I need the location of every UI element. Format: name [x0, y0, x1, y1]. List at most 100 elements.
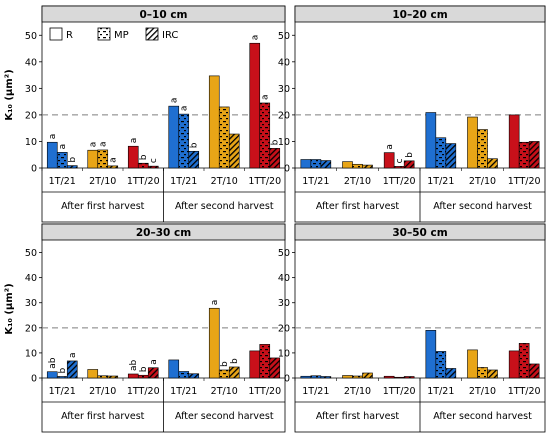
bar-pattern — [148, 166, 159, 168]
significance-letter: a — [149, 359, 159, 365]
bar-pattern — [107, 165, 118, 168]
bar-pattern — [362, 372, 373, 378]
bar-pattern — [229, 366, 240, 378]
y-tick-label: 50 — [278, 248, 290, 259]
significance-letter: a — [109, 157, 119, 163]
y-axis-label: K₁₀ (µm²) — [4, 69, 15, 120]
harvest-label: After first harvest — [316, 411, 400, 422]
bar-pattern — [107, 375, 118, 378]
significance-letter: b — [405, 152, 415, 158]
bar-pattern — [138, 375, 149, 378]
x-tick-label: 1TT/20 — [383, 386, 416, 397]
y-tick-label: 30 — [25, 298, 37, 309]
x-tick-label: 1T/21 — [170, 176, 197, 187]
significance-letter: b — [190, 142, 200, 148]
bar-pattern — [320, 160, 331, 168]
bar-pattern — [435, 351, 446, 378]
bar — [127, 145, 139, 169]
significance-letter: ab — [129, 359, 139, 371]
significance-letter: a — [99, 141, 109, 147]
y-tick-label: 40 — [278, 273, 290, 284]
bar — [300, 159, 312, 169]
panel-1: 10–20 cm 0 10 20 30 40 50 After first harvest 1T… — [278, 5, 546, 223]
bar-pattern — [219, 106, 230, 168]
bar-pattern — [269, 357, 280, 378]
panel-header — [41, 5, 286, 23]
significance-letter: b — [139, 154, 149, 160]
bar — [300, 375, 312, 379]
bar-pattern — [148, 367, 159, 378]
bar — [208, 75, 220, 169]
panel-header — [294, 5, 546, 23]
bar — [342, 161, 353, 169]
y-tick-label: 40 — [278, 57, 290, 68]
x-tick-label: 1T/21 — [49, 386, 76, 397]
y-tick-label: 0 — [284, 374, 290, 385]
bar-pattern — [67, 165, 78, 168]
bar — [249, 42, 261, 169]
bar — [249, 350, 261, 379]
x-tick-label: 1T/21 — [302, 386, 329, 397]
significance-letter: b — [271, 139, 281, 145]
panel-title: 0–10 cm — [140, 9, 188, 21]
bar-pattern — [67, 360, 78, 378]
x-tick-label: 1TT/20 — [383, 176, 416, 187]
bar — [383, 375, 395, 379]
bar — [425, 330, 437, 379]
y-tick-label: 0 — [31, 164, 37, 175]
x-tick-label: 2T/10 — [344, 386, 371, 397]
bar-pattern — [519, 142, 530, 168]
y-tick-label: 20 — [25, 110, 37, 121]
panel-2: 20–30 cm 0 10 20 30 40 50 K₁₀ (µm²) After first … — [4, 223, 286, 433]
bar — [208, 307, 220, 379]
bar-pattern — [259, 344, 270, 378]
significance-letter: a — [58, 144, 68, 150]
legend-label: R — [66, 30, 73, 41]
harvest-label: After first harvest — [316, 201, 400, 212]
x-tick-label: 2T/10 — [211, 386, 238, 397]
x-tick-label: 1TT/20 — [127, 386, 160, 397]
panel-title: 10–20 cm — [392, 9, 447, 21]
y-tick-label: 0 — [31, 374, 37, 385]
y-tick-label: 10 — [278, 348, 290, 359]
bar — [342, 375, 353, 379]
bar — [87, 149, 99, 169]
harvest-label: After first harvest — [61, 201, 145, 212]
bar-pattern — [269, 148, 280, 168]
y-tick-label: 10 — [25, 137, 37, 148]
significance-letter: c — [395, 158, 405, 163]
bar-pattern — [320, 376, 331, 378]
bar-pattern — [219, 369, 230, 378]
bar-pattern — [188, 373, 199, 378]
bar — [46, 141, 58, 169]
bar-pattern — [310, 159, 321, 168]
legend-label: MP — [114, 30, 129, 41]
bar — [46, 371, 58, 379]
significance-letter: c — [149, 158, 159, 163]
bar-pattern — [404, 376, 415, 378]
x-tick-label: 1TT/20 — [508, 386, 541, 397]
bar-pattern — [394, 377, 405, 378]
y-tick-label: 40 — [25, 57, 37, 68]
y-axis-label: K₁₀ (µm²) — [4, 283, 15, 334]
bar-pattern — [519, 343, 530, 378]
bar-pattern — [229, 134, 240, 168]
legend-swatch-pattern — [146, 28, 158, 40]
significance-letter: a — [89, 142, 99, 148]
significance-letter: a — [210, 300, 220, 306]
significance-letter: b — [68, 157, 78, 163]
bar — [383, 152, 395, 169]
harvest-label: After second harvest — [433, 411, 532, 422]
bar-pattern — [188, 151, 199, 168]
significance-letter: a — [385, 144, 395, 150]
bar-pattern — [259, 102, 270, 168]
x-tick-label: 1T/21 — [302, 176, 329, 187]
bar-pattern — [487, 158, 498, 168]
x-tick-label: 1T/21 — [49, 176, 76, 187]
y-tick-label: 30 — [25, 84, 37, 95]
y-tick-label: 50 — [25, 248, 37, 259]
y-tick-label: 30 — [278, 298, 290, 309]
bar-pattern — [435, 137, 446, 168]
bar — [508, 114, 520, 169]
